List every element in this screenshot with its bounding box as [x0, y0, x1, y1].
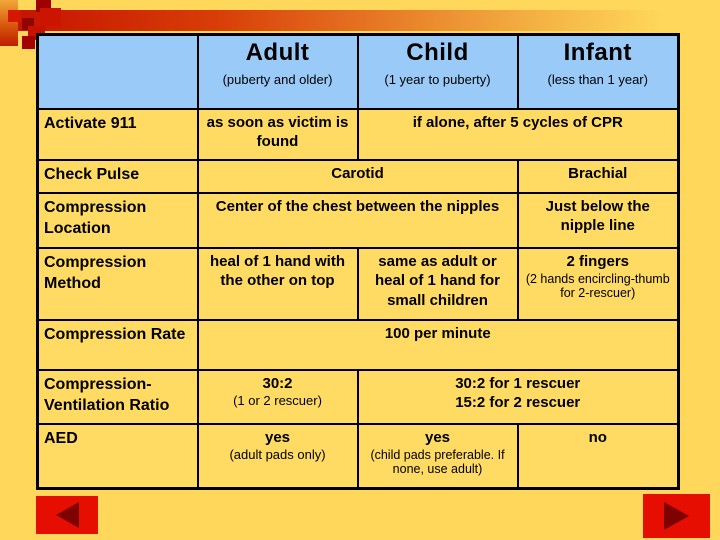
previous-slide-button[interactable]: [36, 496, 98, 534]
header-row: Adult (puberty and older) Child (1 year …: [36, 33, 680, 110]
cell-infant: Brachial: [516, 158, 680, 194]
cell-child: same as adult or heal of 1 hand for smal…: [356, 246, 519, 321]
cpr-comparison-table: Adult (puberty and older) Child (1 year …: [36, 33, 680, 490]
cell-text: same as adult or heal of 1 hand for smal…: [374, 252, 500, 309]
row-label: Compression Location: [36, 191, 199, 249]
top-gradient-bar: [0, 10, 720, 31]
cell-all-columns: 100 per minute: [196, 318, 680, 371]
cell-text: Brachial: [568, 164, 628, 182]
column-title: Child: [406, 39, 469, 66]
cell-subtext: (1 or 2 rescuer): [233, 393, 322, 408]
pixel-square: [8, 10, 21, 22]
cell-text: 30:2: [262, 374, 293, 392]
next-slide-button[interactable]: [643, 494, 710, 538]
table-row-compression-method: Compression Method heal of 1 hand with t…: [36, 246, 680, 321]
back-arrow-icon: [55, 502, 79, 528]
pixel-square: [22, 36, 35, 49]
cell-text: 30:2 for 1 rescuer: [455, 374, 581, 392]
column-header-child: Child (1 year to puberty): [356, 33, 519, 110]
forward-arrow-icon: [664, 502, 689, 530]
row-label: AED: [36, 422, 199, 490]
cell-adult: yes (adult pads only): [196, 422, 359, 490]
cell-child-infant: 30:2 for 1 rescuer 15:2 for 2 rescuer: [356, 368, 680, 425]
column-title: Infant: [563, 39, 632, 66]
cell-child-infant: if alone, after 5 cycles of CPR: [356, 107, 680, 161]
row-label: Check Pulse: [36, 158, 199, 194]
row-label: Compression Rate: [36, 318, 199, 371]
cell-text: if alone, after 5 cycles of CPR: [412, 113, 623, 131]
cell-subtext: (2 hands encircling-thumb for 2-rescuer): [525, 272, 670, 301]
row-label: Activate 911: [36, 107, 199, 161]
cell-text: Carotid: [331, 164, 384, 182]
column-subtitle: (less than 1 year): [547, 72, 648, 87]
table-row-compression-location: Compression Location Center of the chest…: [36, 191, 680, 249]
cell-text: as soon as victim is found: [206, 113, 349, 151]
column-title: Adult: [245, 39, 310, 66]
cell-text: yes: [264, 428, 291, 446]
corner-gradient-strip: [0, 0, 18, 46]
row-label: Compression-Ventilation Ratio: [36, 368, 199, 425]
table-row-aed: AED yes (adult pads only) yes (child pad…: [36, 422, 680, 490]
cell-infant: Just below the nipple line: [516, 191, 680, 249]
cell-adult-child: Carotid: [196, 158, 519, 194]
cell-subtext: (child pads preferable. If none, use adu…: [370, 448, 505, 477]
cell-adult: as soon as victim is found: [196, 107, 359, 161]
cell-adult-child: Center of the chest between the nipples: [196, 191, 519, 249]
cell-subtext: (adult pads only): [229, 447, 326, 462]
cell-adult: heal of 1 hand with the other on top: [196, 246, 359, 321]
cell-infant: no: [516, 422, 680, 490]
cell-infant: 2 fingers (2 hands encircling-thumb for …: [516, 246, 680, 321]
row-label: Compression Method: [36, 246, 199, 321]
column-subtitle: (puberty and older): [222, 72, 333, 87]
cell-text: 15:2 for 2 rescuer: [455, 394, 581, 411]
cell-text: no: [588, 428, 607, 446]
cell-adult: 30:2 (1 or 2 rescuer): [196, 368, 359, 425]
cell-text: yes: [424, 428, 451, 446]
column-header-infant: Infant (less than 1 year): [516, 33, 680, 110]
cell-text: 100 per minute: [384, 324, 491, 342]
table-row-compression-rate: Compression Rate 100 per minute: [36, 318, 680, 371]
cell-text: Just below the nipple line: [545, 197, 650, 235]
table-row-check-pulse: Check Pulse Carotid Brachial: [36, 158, 680, 194]
cell-text: 2 fingers: [566, 252, 630, 270]
column-subtitle: (1 year to puberty): [384, 72, 491, 87]
pixel-square: [40, 8, 61, 26]
cell-child: yes (child pads preferable. If none, use…: [356, 422, 519, 490]
table-row-compression-ventilation-ratio: Compression-Ventilation Ratio 30:2 (1 or…: [36, 368, 680, 425]
corner-cell: [36, 33, 199, 110]
cell-text: heal of 1 hand with the other on top: [209, 252, 345, 290]
column-header-adult: Adult (puberty and older): [196, 33, 359, 110]
cell-text: Center of the chest between the nipples: [215, 197, 500, 215]
table-row-activate-911: Activate 911 as soon as victim is found …: [36, 107, 680, 161]
